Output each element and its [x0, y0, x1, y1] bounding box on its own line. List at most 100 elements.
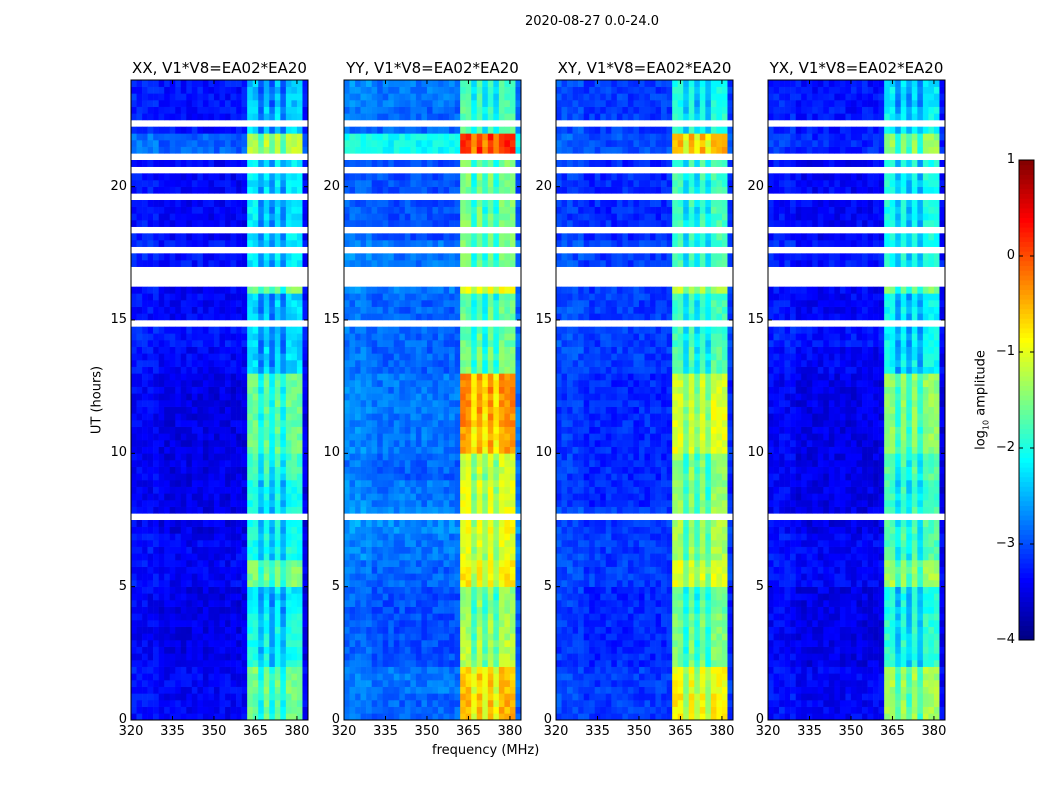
heatmap-cell: [421, 286, 428, 294]
heatmap-cell: [344, 333, 350, 341]
heatmap-cell: [509, 346, 516, 354]
heatmap-cell: [247, 386, 253, 394]
heatmap-cell: [493, 213, 500, 221]
heatmap-cell: [247, 473, 253, 481]
heatmap-cell: [515, 706, 522, 714]
heatmap-cell: [382, 206, 389, 214]
heatmap-cell: [219, 333, 226, 341]
heatmap-cell: [432, 433, 439, 441]
heatmap-cell: [169, 673, 176, 681]
heatmap-cell: [136, 206, 143, 214]
heatmap-cell: [493, 413, 500, 421]
heatmap-cell: [349, 673, 356, 681]
heatmap-cell: [454, 480, 461, 487]
heatmap-cell: [399, 580, 406, 587]
heatmap-cell: [515, 333, 522, 341]
heatmap-cell: [465, 366, 472, 374]
heatmap-cell: [349, 566, 356, 574]
heatmap-cell: [432, 653, 439, 661]
heatmap-cell: [426, 240, 433, 247]
heatmap-cell: [274, 300, 281, 307]
heatmap-cell: [285, 686, 292, 694]
heatmap-cell: [471, 633, 478, 641]
heatmap-cell: [438, 506, 444, 514]
heatmap-cell: [454, 460, 461, 467]
heatmap-cell: [236, 133, 242, 141]
heatmap-cell: [498, 593, 505, 601]
heatmap-cell: [443, 453, 450, 461]
heatmap-cell: [285, 113, 292, 121]
heatmap-cell: [296, 413, 303, 421]
heatmap-cell: [241, 493, 248, 501]
heatmap-cell: [426, 453, 433, 461]
heatmap-cell: [471, 500, 478, 507]
heatmap-cell: [236, 713, 242, 721]
heatmap-cell: [186, 673, 193, 681]
heatmap-cell: [136, 146, 143, 154]
heatmap-cell: [236, 93, 242, 101]
heatmap-cell: [131, 520, 137, 527]
heatmap-cell: [153, 366, 159, 374]
heatmap-cell: [438, 546, 444, 554]
heatmap-cell: [504, 380, 511, 387]
heatmap-cell: [449, 480, 455, 487]
heatmap-cell: [487, 346, 494, 354]
heatmap-cell: [388, 493, 395, 501]
heatmap-cell: [421, 673, 428, 681]
heatmap-cell: [213, 526, 220, 534]
heatmap-cell: [415, 213, 422, 221]
heatmap-cell: [393, 200, 400, 207]
heatmap-cell: [355, 686, 361, 694]
heatmap-cell: [426, 393, 433, 401]
heatmap-cell: [493, 493, 500, 501]
heatmap-cell: [280, 366, 287, 374]
heatmap-cell: [131, 140, 137, 147]
heatmap-cell: [476, 553, 483, 561]
heatmap-cell: [202, 360, 209, 367]
heatmap-cell: [426, 540, 433, 547]
heatmap-cell: [153, 173, 159, 181]
heatmap-cell: [344, 340, 350, 347]
heatmap-cell: [252, 440, 259, 447]
heatmap-cell: [371, 586, 378, 594]
heatmap-cell: [269, 206, 276, 214]
heatmap-cell: [366, 653, 372, 661]
heatmap-cell: [191, 160, 198, 167]
heatmap-cell: [509, 706, 516, 714]
heatmap-cell: [509, 286, 516, 294]
heatmap-cell: [366, 406, 372, 414]
heatmap-cell: [360, 666, 367, 674]
heatmap-cell: [241, 433, 248, 441]
heatmap-cell: [388, 500, 395, 507]
heatmap-cell: [349, 533, 356, 541]
heatmap-cell: [197, 466, 204, 474]
heatmap-cell: [460, 520, 466, 527]
heatmap-cell: [225, 213, 231, 221]
heatmap-cell: [421, 326, 428, 334]
heatmap-cell: [274, 526, 281, 534]
heatmap-cell: [371, 373, 378, 381]
heatmap-cell: [285, 526, 292, 534]
heatmap-cell: [164, 240, 171, 247]
heatmap-cell: [443, 520, 450, 527]
heatmap-cell: [285, 466, 292, 474]
heatmap-cell: [471, 433, 478, 441]
heatmap-cell: [208, 380, 215, 387]
heatmap-cell: [169, 553, 176, 561]
heatmap-cell: [432, 713, 439, 721]
heatmap-cell: [131, 126, 137, 134]
heatmap-cell: [263, 646, 270, 654]
heatmap-cell: [230, 466, 237, 474]
heatmap-cell: [225, 233, 231, 241]
heatmap-cell: [230, 446, 237, 454]
heatmap-cell: [482, 560, 489, 567]
heatmap-cell: [382, 426, 389, 434]
heatmap-cell: [247, 526, 253, 534]
heatmap-cell: [219, 220, 226, 227]
heatmap-cell: [131, 473, 137, 481]
heatmap-cell: [186, 93, 193, 101]
heatmap-cell: [202, 613, 209, 621]
heatmap-cell: [191, 520, 198, 527]
heatmap-cell: [164, 200, 171, 207]
heatmap-cell: [296, 300, 303, 307]
